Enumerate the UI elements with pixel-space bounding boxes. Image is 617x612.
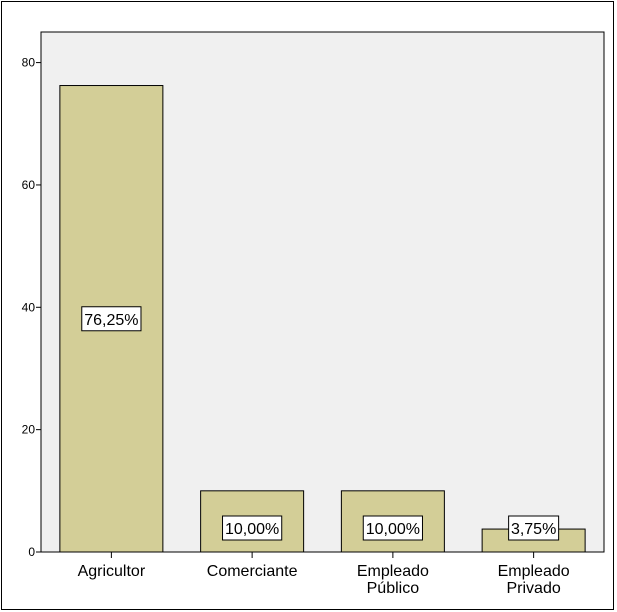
- y-tick-label: 0: [28, 545, 35, 559]
- data-label-box: [362, 515, 423, 541]
- y-tick-label: 40: [22, 300, 36, 314]
- data-label-box: [508, 515, 560, 541]
- data-label-box: [81, 306, 142, 332]
- x-tick-label: Agricultor: [78, 563, 146, 580]
- data-label: 76,25%: [84, 312, 138, 329]
- y-tick-label: 80: [22, 56, 36, 70]
- x-tick-label: Empleado Público: [357, 563, 429, 597]
- x-axis: Agricultor Comerciante Empleado Público Empl…: [41, 551, 604, 597]
- x-tick-label: Empleado Privado: [498, 563, 570, 597]
- y-tick-label: 20: [22, 423, 36, 437]
- data-label-box: [222, 515, 283, 541]
- data-label: 10,00%: [366, 521, 420, 538]
- x-tick-label: Comerciante: [207, 563, 298, 580]
- y-axis: 0 20 40 60 80: [22, 56, 41, 559]
- y-tick-label: 60: [22, 178, 36, 192]
- data-labels: 76,25% 10,00% 10,00% 3,75%: [81, 306, 560, 541]
- data-label: 3,75%: [511, 521, 556, 538]
- data-label: 10,00%: [225, 521, 279, 538]
